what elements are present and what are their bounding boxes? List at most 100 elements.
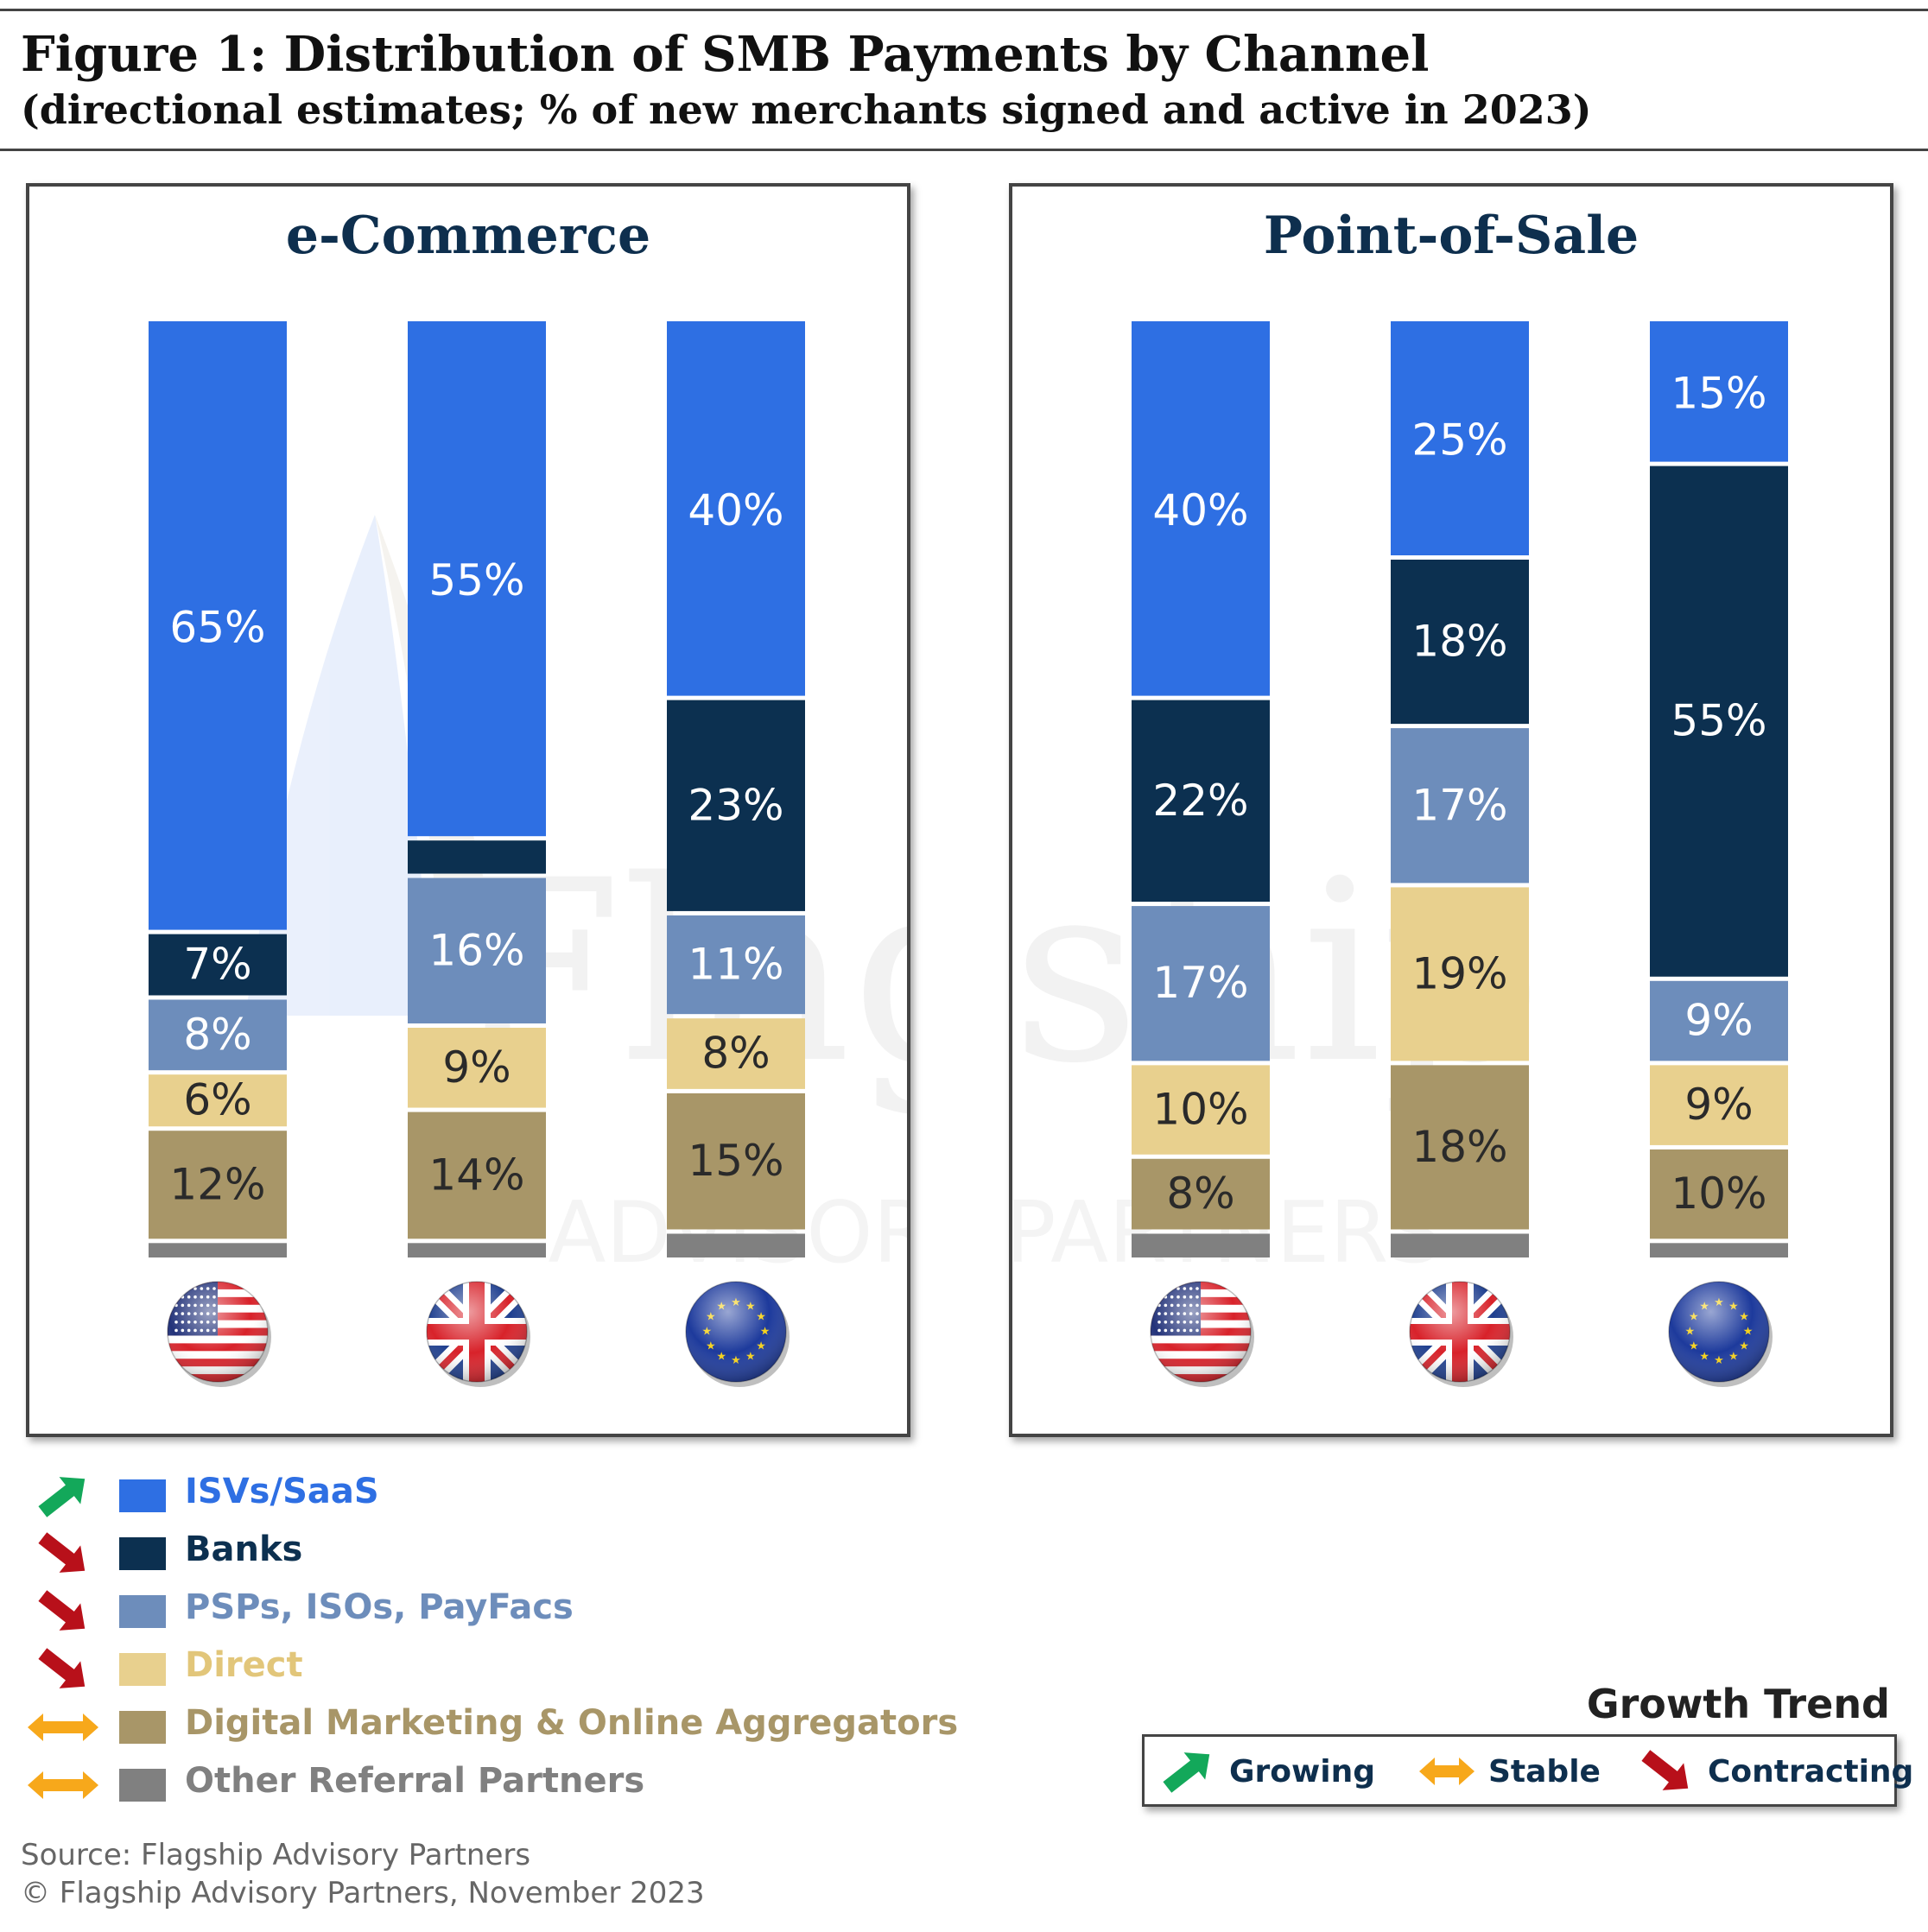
bar-segment-isv-us — [1132, 321, 1270, 696]
data-label: 18% — [1411, 617, 1507, 667]
data-label: 8% — [701, 1029, 770, 1079]
bar-segment-psp-us — [149, 999, 287, 1071]
ecommerce-chart: 12% 6% 8% 7% 65% 14% 9% 16% 55% 15% 8% 11% 23% 40% ★★★… — [149, 321, 805, 1387]
data-label: 11% — [688, 940, 783, 990]
legend-label: Banks — [185, 1530, 303, 1569]
pos-panel: FlagshipADVISORY PARTNERS Point-of-Sale … — [1009, 183, 1893, 1437]
data-label: 55% — [1671, 696, 1766, 746]
bar-segment-other-uk — [1391, 1233, 1529, 1257]
bar-segment-banks-uk — [1391, 560, 1529, 725]
ecommerce-panel: FlagshipADVISORY PARTNERS e-Commerce 12%… — [26, 183, 910, 1437]
growing-arrow-icon — [38, 1477, 86, 1517]
figure-subtitle: (directional estimates; % of new merchan… — [21, 86, 1592, 133]
bar-segment-isv-uk — [1391, 321, 1529, 555]
legend-label: ISVs/SaaS — [185, 1472, 379, 1511]
data-label: 19% — [1411, 948, 1507, 998]
bar-segment-direct-uk — [408, 1028, 546, 1108]
data-label: 9% — [1684, 1080, 1753, 1130]
data-label: 40% — [688, 485, 783, 535]
data-label: 9% — [442, 1042, 511, 1093]
bar-segment-psp-us — [1132, 906, 1270, 1061]
legend-swatch — [119, 1653, 166, 1686]
growth-trend-key: Growing Stable Contracting — [1142, 1734, 1913, 1807]
bar-segment-digital-uk — [408, 1112, 546, 1239]
data-label: 7% — [183, 940, 251, 990]
contracting-arrow-icon — [38, 1648, 86, 1688]
legend-item: Other Referral Partners — [24, 1759, 974, 1808]
eu-flag-icon: ★★★★★★★★★★★★ — [685, 1281, 790, 1387]
legend-swatch — [119, 1595, 166, 1628]
bar-segment-banks-uk — [408, 840, 546, 874]
bar-segment-digital-eu — [667, 1093, 805, 1230]
data-label: 9% — [1684, 996, 1753, 1046]
bar-segment-direct-us — [1132, 1065, 1270, 1155]
contracting-arrow-icon — [38, 1590, 86, 1631]
data-label: 8% — [183, 1010, 251, 1060]
stable-arrow-icon — [28, 1771, 98, 1799]
bar-segment-other-eu — [1650, 1243, 1788, 1257]
bar-segment-psp-eu — [1650, 980, 1788, 1061]
data-label: 22% — [1152, 776, 1248, 826]
legend-swatch — [119, 1537, 166, 1570]
legend-swatch — [119, 1769, 166, 1802]
data-label: 55% — [428, 555, 524, 605]
legend-swatch — [119, 1711, 166, 1744]
legend-label: Other Referral Partners — [185, 1761, 645, 1801]
bar-segment-isv-eu — [667, 321, 805, 696]
data-label: 65% — [169, 602, 265, 652]
bar-segment-banks-eu — [1650, 466, 1788, 977]
stable-arrow-icon — [1419, 1758, 1475, 1785]
legend-label: PSPs, ISOs, PayFacs — [185, 1587, 574, 1627]
bar-segment-direct-eu — [667, 1018, 805, 1089]
data-label: 25% — [1411, 415, 1507, 466]
data-label: 10% — [1152, 1085, 1248, 1135]
data-label: 15% — [688, 1136, 783, 1186]
growing-arrow-icon — [1163, 1752, 1210, 1793]
legend-item: Banks — [24, 1528, 974, 1576]
figure-title: Figure 1: Distribution of SMB Payments b… — [21, 26, 1430, 83]
data-label: 8% — [1166, 1169, 1234, 1219]
pos-title: Point-of-Sale — [1263, 206, 1639, 266]
data-label: 10% — [1671, 1169, 1766, 1219]
source-note: Source: Flagship Advisory Partners — [21, 1838, 531, 1872]
bar-segment-direct-eu — [1650, 1065, 1788, 1145]
bar-segment-isv-eu — [1650, 321, 1788, 462]
legend-item: ISVs/SaaS — [24, 1470, 974, 1518]
bar-segment-digital-eu — [1650, 1149, 1788, 1239]
data-label: 15% — [1671, 368, 1766, 418]
growth-trend-title: Growth Trend — [1586, 1681, 1890, 1727]
bar-segment-psp-eu — [667, 915, 805, 1015]
bar-segment-psp-uk — [408, 877, 546, 1023]
copyright-note: © Flagship Advisory Partners, November 2… — [21, 1876, 705, 1910]
data-label: 16% — [428, 925, 524, 975]
bar-segment-direct-us — [149, 1074, 287, 1127]
stable-arrow-icon — [28, 1713, 98, 1741]
uk-flag-icon — [1409, 1281, 1513, 1387]
us-flag-icon — [1150, 1281, 1254, 1387]
legend-swatch — [119, 1479, 166, 1512]
bar-segment-psp-uk — [1391, 728, 1529, 884]
legend-item: PSPs, ISOs, PayFacs — [24, 1586, 974, 1634]
bar-segment-digital-uk — [1391, 1065, 1529, 1230]
data-label: 17% — [1152, 958, 1248, 1008]
bar-segment-other-uk — [408, 1243, 546, 1257]
bar-segment-isv-us — [149, 321, 287, 930]
legend-item: Digital Marketing & Online Aggregators — [24, 1701, 974, 1750]
bar-segment-banks-us — [149, 934, 287, 996]
data-label: 6% — [183, 1075, 251, 1125]
growth-trend-label: Contracting — [1708, 1754, 1914, 1789]
ecommerce-title: e-Commerce — [285, 206, 651, 266]
legend-label: Direct — [185, 1645, 303, 1685]
data-label: 14% — [428, 1150, 524, 1200]
uk-flag-icon — [426, 1281, 530, 1387]
bar-segment-isv-uk — [408, 321, 546, 837]
data-label: 17% — [1411, 780, 1507, 830]
contracting-arrow-icon — [1641, 1750, 1689, 1790]
data-label: 18% — [1411, 1122, 1507, 1172]
bar-segment-banks-eu — [667, 700, 805, 911]
data-label: 23% — [688, 780, 783, 830]
bar-segment-other-eu — [667, 1233, 805, 1257]
eu-flag-icon: ★★★★★★★★★★★★ — [1668, 1281, 1773, 1387]
bar-segment-other-us — [1132, 1233, 1270, 1257]
top-rule — [0, 9, 1928, 11]
